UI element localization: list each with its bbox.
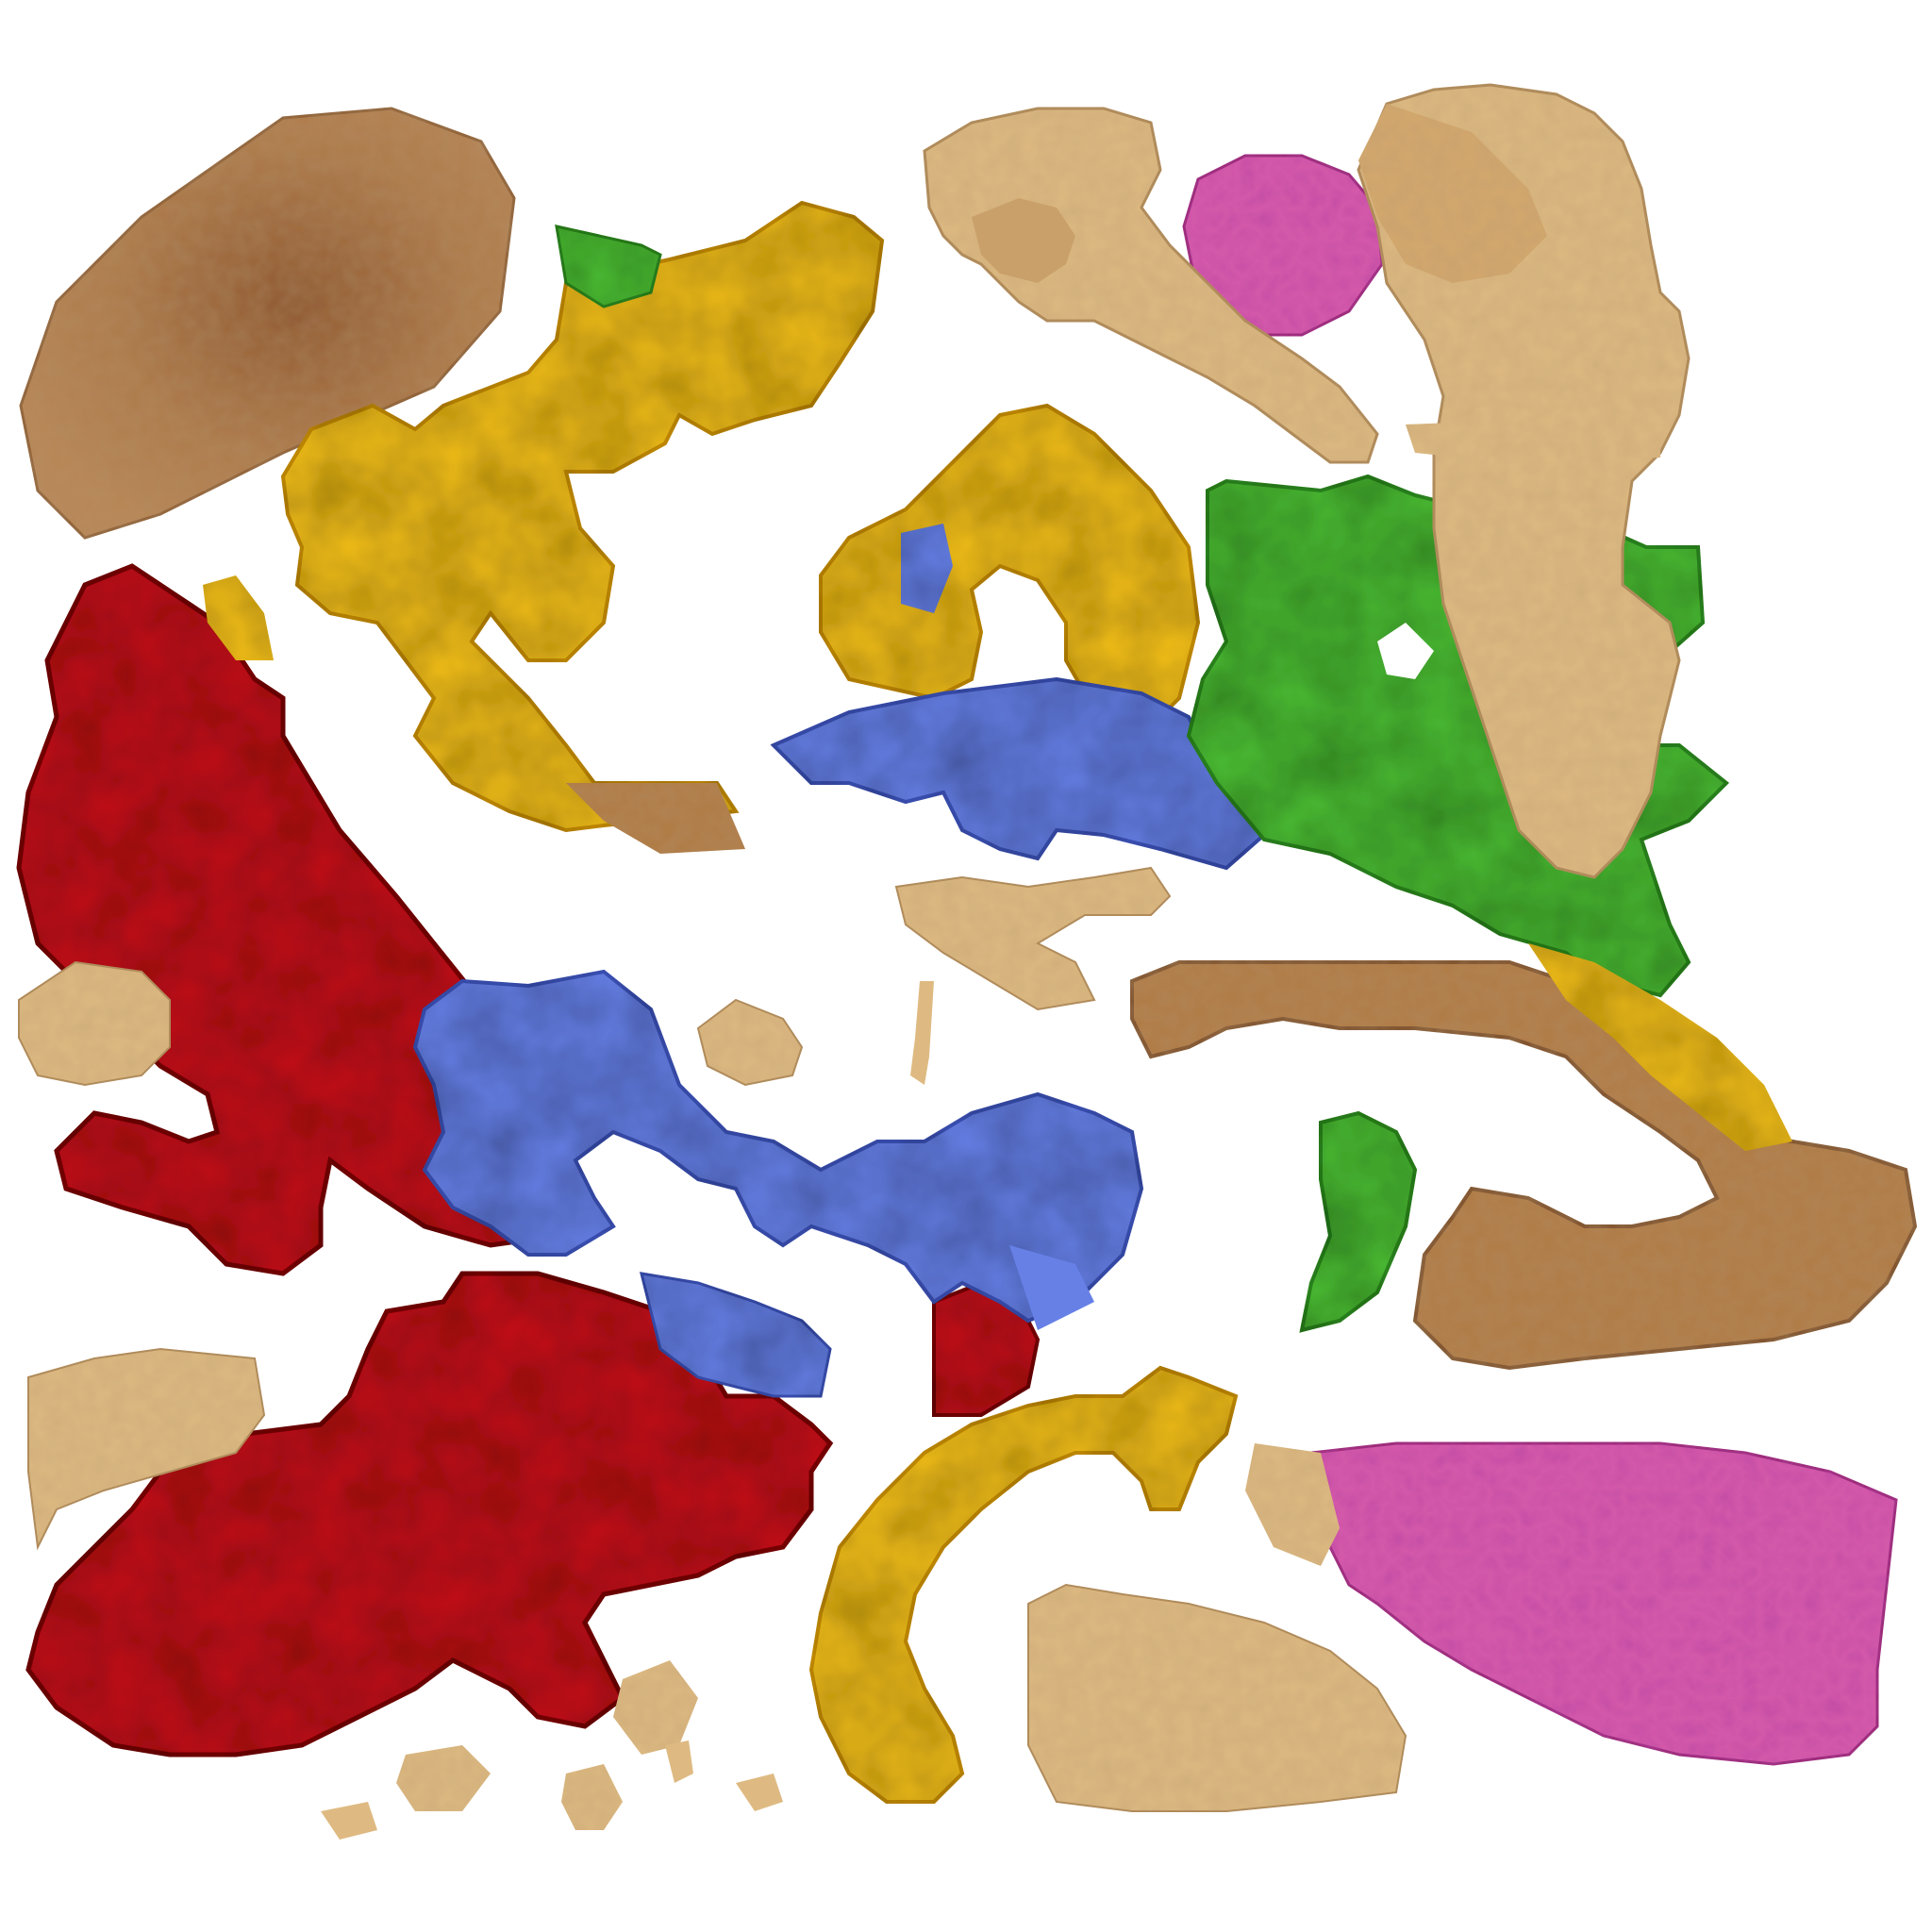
pink-cerebellum-piece <box>1245 1441 1898 1766</box>
brown-oval-piece <box>19 107 516 540</box>
yellow-arch-piece <box>819 403 1201 720</box>
beige-tall-piece <box>1357 83 1690 879</box>
red-lower-lobe-piece <box>25 1271 1041 1757</box>
beige-brainstem-piece <box>923 107 1379 464</box>
yellow-hook-piece <box>808 1365 1239 1804</box>
blue-band-piece <box>770 676 1267 871</box>
beige-small-pieces <box>18 340 1670 1840</box>
blue-center-lobe-piece <box>412 969 1144 1398</box>
brown-curved-piece <box>1130 943 1918 1371</box>
green-upper-tip-piece <box>555 225 662 308</box>
green-center-tip-piece <box>1299 1110 1418 1333</box>
